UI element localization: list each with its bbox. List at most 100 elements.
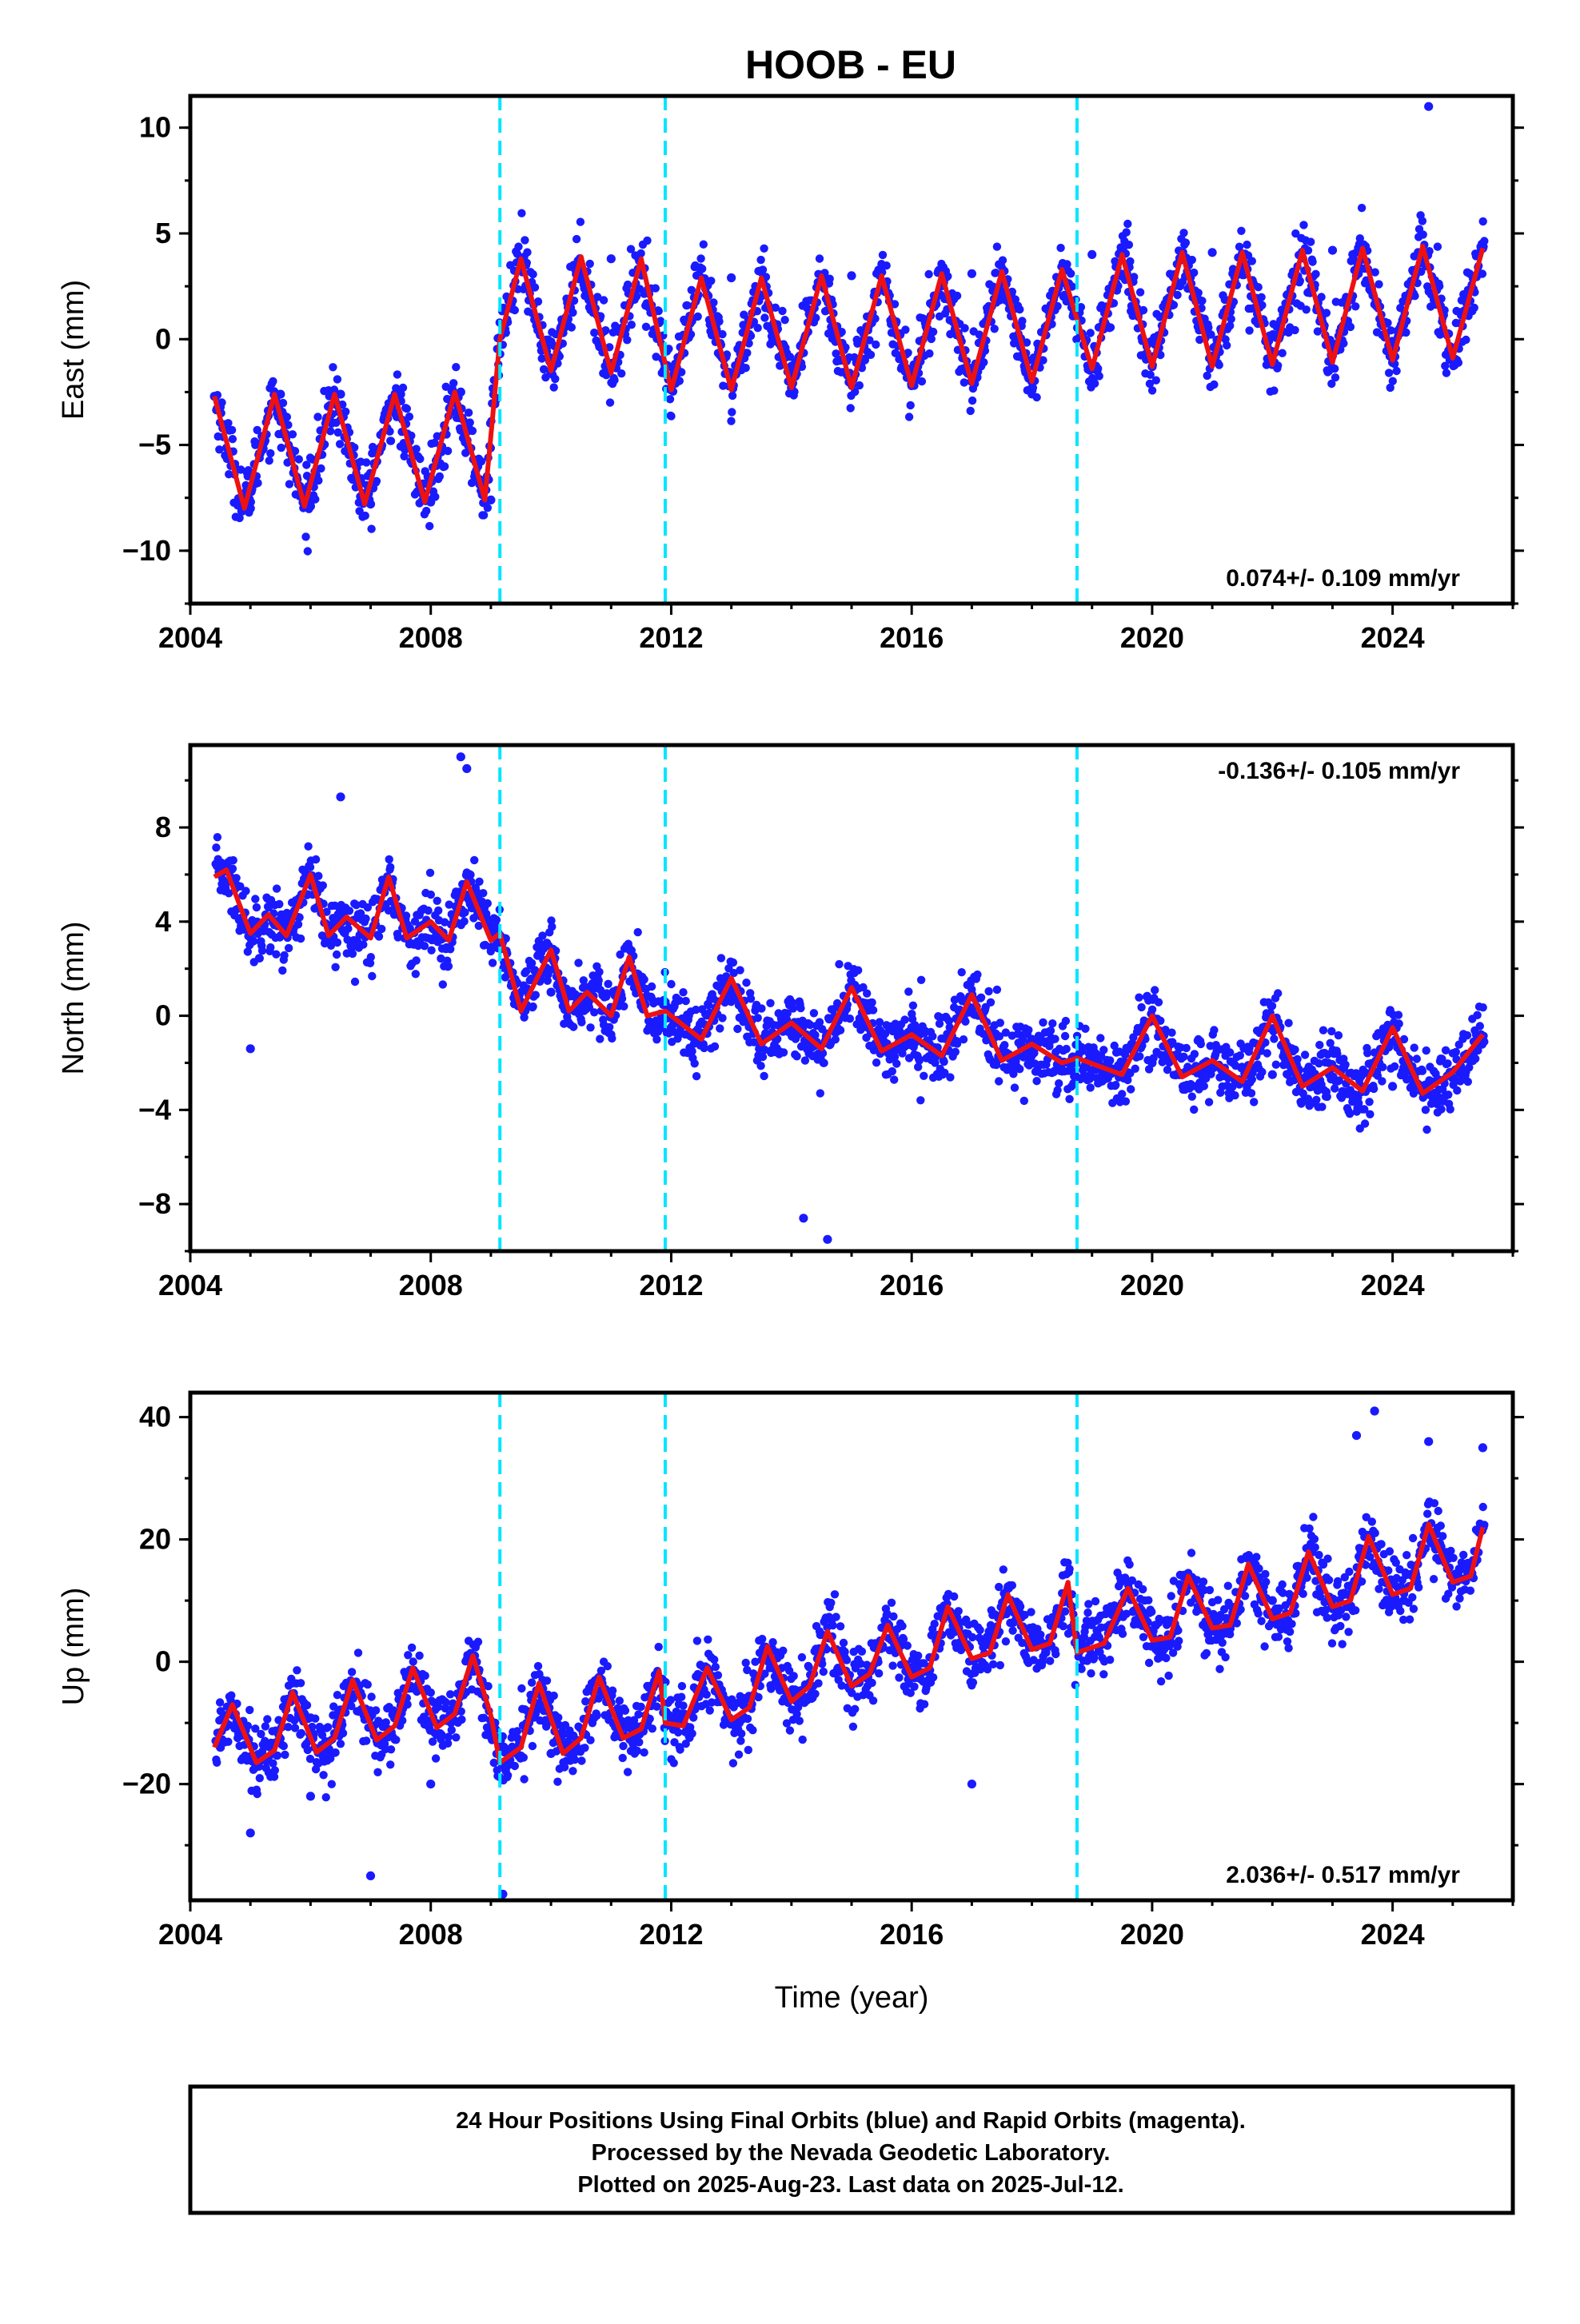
north-data-point	[820, 1059, 828, 1067]
north-data-point	[1452, 1048, 1460, 1056]
east-data-point	[1107, 323, 1115, 331]
north-data-point	[475, 878, 483, 886]
east-data-point	[484, 504, 492, 512]
north-data-point	[608, 1034, 616, 1042]
up-data-point	[427, 1688, 435, 1696]
north-data-point	[1258, 1068, 1266, 1076]
east-data-point	[577, 217, 585, 225]
north-data-point	[1000, 1041, 1008, 1049]
east-data-point	[466, 418, 474, 426]
east-data-point	[872, 341, 880, 349]
east-data-point	[925, 349, 933, 357]
north-data-point	[692, 1072, 700, 1080]
north-x-tick-label: 2020	[1120, 1269, 1184, 1302]
up-data-point	[670, 1759, 678, 1767]
east-data-point	[568, 323, 576, 331]
east-data-point	[1480, 237, 1488, 245]
east-x-tick-label: 2016	[880, 621, 944, 654]
north-data-points	[211, 752, 1488, 1244]
east-data-point	[422, 507, 430, 515]
east-data-point	[967, 407, 975, 415]
north-data-point	[952, 1048, 960, 1056]
north-data-point	[590, 1008, 598, 1016]
east-x-tick-label: 2004	[158, 621, 222, 654]
east-data-point	[511, 306, 519, 314]
east-data-point	[285, 480, 293, 488]
north-data-point	[367, 953, 375, 961]
east-data-point	[523, 248, 531, 256]
north-data-point	[890, 1075, 898, 1083]
up-data-point	[543, 1676, 551, 1684]
north-y-tick-label: 4	[155, 905, 171, 938]
north-data-point	[1231, 1091, 1239, 1099]
east-y-tick-label: −10	[122, 534, 171, 567]
up-data-point	[331, 1748, 339, 1756]
north-data-point	[960, 1035, 968, 1043]
east-model-line	[214, 246, 1482, 508]
east-x-tick-label: 2020	[1120, 621, 1184, 654]
east-data-point	[1126, 257, 1134, 265]
east-data-points	[210, 102, 1489, 556]
north-data-point	[1443, 1059, 1451, 1067]
north-data-point	[1318, 1102, 1326, 1110]
east-data-point	[1385, 369, 1393, 377]
east-data-point	[901, 325, 909, 333]
east-data-point	[289, 430, 297, 438]
east-data-point	[918, 377, 926, 385]
east-data-point	[1331, 373, 1339, 381]
north-data-point	[213, 833, 221, 841]
north-data-point	[1024, 1026, 1032, 1034]
east-outlier-point	[486, 496, 495, 504]
north-data-point	[426, 869, 434, 877]
chart-title: HOOB - EU	[745, 42, 956, 87]
north-data-point	[1055, 1079, 1063, 1087]
north-data-point	[412, 956, 420, 964]
north-data-point	[1370, 1085, 1378, 1093]
north-data-point	[1210, 1026, 1218, 1034]
up-data-point	[271, 1766, 279, 1774]
east-data-point	[1311, 270, 1319, 278]
north-data-point	[1127, 1085, 1135, 1093]
east-data-point	[816, 254, 824, 262]
east-data-point	[1248, 257, 1256, 265]
north-outlier-point	[462, 764, 471, 773]
east-data-point	[1255, 283, 1263, 291]
up-data-point	[608, 1687, 616, 1695]
up-data-point	[452, 1733, 460, 1741]
north-outlier-point	[823, 1235, 832, 1244]
east-data-point	[928, 335, 936, 343]
north-data-point	[385, 855, 393, 863]
east-data-point	[1198, 297, 1206, 305]
east-data-point	[551, 375, 559, 383]
north-x-tick-label: 2024	[1361, 1269, 1425, 1302]
east-data-point	[1095, 372, 1103, 380]
north-y-axis-label: North (mm)	[57, 921, 90, 1074]
east-data-point	[304, 547, 312, 555]
east-data-point	[1418, 217, 1426, 225]
north-data-point	[816, 1089, 824, 1097]
north-data-point	[928, 1032, 936, 1040]
north-data-point	[1473, 1011, 1481, 1019]
north-outlier-point	[1268, 1070, 1277, 1079]
north-data-point	[1301, 1050, 1309, 1058]
east-data-point	[314, 476, 322, 484]
east-data-point	[277, 444, 285, 452]
north-data-point	[312, 855, 320, 863]
east-data-point	[696, 254, 704, 262]
east-data-point	[1243, 241, 1251, 249]
north-data-point	[280, 951, 288, 959]
up-data-point	[245, 1706, 253, 1714]
up-data-point	[648, 1724, 656, 1732]
up-data-point	[322, 1793, 330, 1801]
east-data-point	[425, 522, 433, 530]
east-data-point	[617, 369, 625, 377]
north-data-point	[1205, 1098, 1213, 1106]
east-data-point	[403, 405, 411, 413]
north-data-point	[1418, 1067, 1426, 1075]
east-data-point	[1434, 242, 1442, 250]
north-data-point	[1270, 1034, 1278, 1042]
north-data-point	[917, 976, 925, 984]
east-data-point	[590, 329, 598, 337]
north-plot-area	[211, 752, 1488, 1244]
east-data-point	[1123, 228, 1131, 236]
